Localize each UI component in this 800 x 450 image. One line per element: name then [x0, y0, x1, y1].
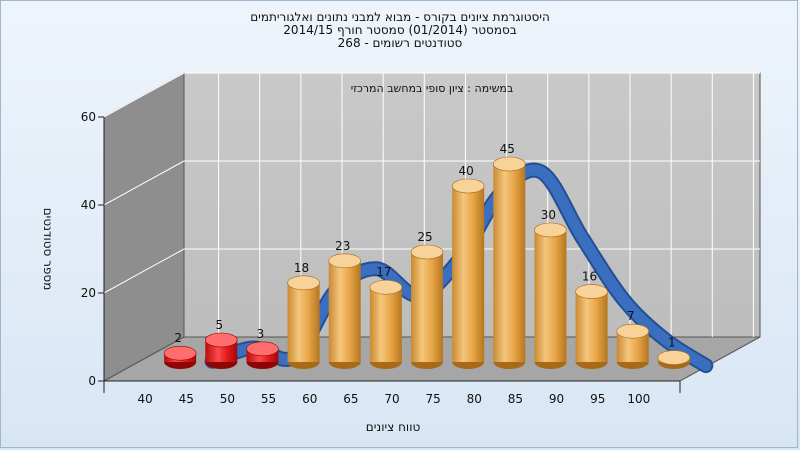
bar [492, 156, 526, 369]
x-axis-title: טווח ציונים [366, 420, 421, 434]
data-label: 25 [417, 230, 432, 244]
x-tick-label: 40 [138, 392, 153, 406]
bar-top [534, 222, 567, 238]
bar-body [493, 164, 526, 362]
bar [287, 275, 320, 369]
x-tick-label: 85 [508, 392, 523, 406]
data-label: 45 [500, 142, 515, 156]
data-label: 16 [582, 270, 597, 284]
x-tick-label: 100 [627, 392, 650, 406]
bar-top [410, 244, 444, 260]
bar-top [575, 284, 608, 299]
bar-body [411, 252, 443, 362]
bar-top [328, 253, 362, 269]
data-label: 1 [668, 336, 676, 350]
bar [451, 178, 485, 369]
x-tick-label: 90 [549, 392, 564, 406]
x-tick-label: 80 [467, 392, 482, 406]
chart-title: היסטוגרמת ציונים בקורס - מבוא למבני נתונ… [250, 10, 550, 24]
data-label: 17 [376, 265, 391, 279]
data-label: 7 [627, 309, 635, 323]
bar-top [369, 279, 403, 295]
data-label: 23 [335, 239, 350, 253]
bar-body [287, 282, 320, 362]
bar [616, 323, 650, 369]
bar-top [657, 350, 691, 365]
data-label: 40 [459, 164, 474, 178]
bar [657, 350, 691, 369]
y-tick-label: 0 [88, 374, 96, 388]
x-tick-label: 50 [220, 392, 235, 406]
y-tick-label: 40 [81, 198, 96, 212]
bar-top [163, 345, 197, 361]
x-tick-label: 55 [261, 392, 276, 406]
bar [246, 341, 279, 369]
bar [575, 284, 608, 369]
y-tick-label: 20 [81, 286, 96, 300]
bar-top [204, 332, 238, 348]
data-label: 18 [294, 261, 309, 275]
data-label: 3 [257, 327, 265, 341]
chart-subtitle-semester: בסמסטר (01/2014) סמסטר חורף 2014/15 [283, 23, 517, 37]
bar [204, 332, 238, 369]
bar-body [575, 291, 608, 362]
bar-top [492, 156, 526, 172]
x-tick-label: 70 [384, 392, 399, 406]
data-label: 30 [541, 208, 556, 222]
y-tick-label: 60 [81, 110, 96, 124]
bar [328, 253, 362, 369]
chart-subtitle-registered: סטודנטים רשומים - 268 [337, 36, 463, 50]
bar-top [451, 178, 485, 194]
data-label: 5 [215, 318, 223, 332]
bar-body [328, 260, 361, 362]
x-tick-label: 60 [302, 392, 317, 406]
bar-top [246, 341, 279, 357]
bar [534, 222, 567, 369]
bar-top [287, 275, 320, 291]
chart-title-block: היסטוגרמת ציונים בקורס - מבוא למבני נתונ… [0, 11, 800, 50]
x-tick-label: 65 [343, 392, 358, 406]
bar [163, 345, 197, 369]
bar-body [452, 186, 485, 362]
y-axis-title: מספר סטודנטים [41, 208, 55, 291]
bar [369, 279, 403, 369]
bar-top [616, 323, 650, 339]
x-tick-label: 75 [426, 392, 441, 406]
x-tick-label: 45 [179, 392, 194, 406]
gridline-side [103, 248, 185, 294]
data-label: 2 [174, 331, 182, 345]
bar-body [369, 287, 402, 362]
chart-annotation: במשימה : ציון סופי במחשב המרכזי [351, 82, 514, 95]
bar-body [534, 230, 567, 362]
gridline-side [103, 72, 185, 118]
x-tick-label: 95 [590, 392, 605, 406]
left-wall [103, 72, 185, 382]
bar [410, 244, 444, 369]
gridline-side [103, 160, 185, 206]
